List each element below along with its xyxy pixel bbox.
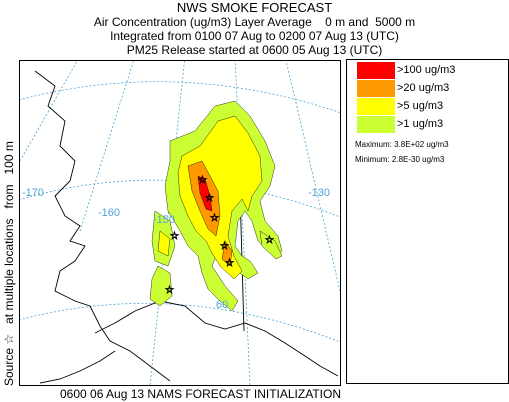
forecast-footer: 0600 06 Aug 13 NAMS FORECAST INITIALIZAT…: [60, 387, 341, 401]
legend-swatch-gt1: [357, 116, 395, 133]
legend-label-gt20: >20 ug/m3: [397, 82, 450, 94]
lon-label-170: -170: [22, 187, 44, 199]
source-star-8: ☆: [265, 235, 274, 246]
plume-gt100: [197, 175, 213, 212]
subtitle-integration: Integrated from 0100 07 Aug to 0200 07 A…: [110, 29, 399, 43]
legend-label-gt5: >5 ug/m3: [397, 100, 444, 112]
source-star-3: ☆: [210, 213, 219, 224]
subtitle-release: PM25 Release started at 0600 05 Aug 13 (…: [126, 43, 383, 57]
parallel-60: [20, 303, 340, 343]
lon-label-150: -150: [153, 214, 175, 226]
legend-swatch-gt100: [357, 62, 395, 79]
map-title: NWS SMOKE FORECAST: [176, 0, 333, 15]
aleutian-chain: [39, 350, 116, 384]
meridian-140: [234, 61, 251, 385]
plume-east-band: [259, 230, 283, 260]
source-star-2: ☆: [205, 193, 214, 204]
plume-gt20: [187, 160, 233, 267]
source-star-6: ☆: [170, 231, 179, 242]
legend-minimum: Minimum: 2.8E-30 ug/m3: [355, 155, 445, 164]
meridian-160: [79, 61, 134, 232]
legend-label-gt1: >1 ug/m3: [397, 118, 444, 130]
legend-swatch-gt20: [357, 80, 395, 97]
lon-label-160: -160: [98, 207, 120, 219]
source-side-label: Source ☆ at multiple locations from 100 …: [2, 141, 16, 386]
legend-label-gt100: >100 ug/m3: [397, 64, 456, 76]
meridian-170: [20, 61, 78, 162]
lon-label-130: -130: [308, 187, 330, 199]
legend-panel: >100 ug/m3 >20 ug/m3 >5 ug/m3 >1 ug/m3 M…: [346, 59, 509, 384]
source-star-7: ☆: [165, 285, 174, 296]
source-markers: ☆ ☆ ☆ ☆ ☆ ☆ ☆ ☆: [165, 175, 275, 297]
lat-label-60: 60: [216, 299, 228, 311]
meridian-130: [285, 61, 340, 292]
legend-maximum: Maximum: 3.8E+02 ug/m3: [355, 140, 449, 149]
parallel-70: [20, 81, 340, 114]
source-star-1: ☆: [198, 175, 207, 186]
source-star-4: ☆: [220, 241, 229, 252]
alaska-coast: [34, 70, 339, 382]
source-star-5: ☆: [225, 258, 234, 269]
legend-swatch-gt5: [357, 98, 395, 115]
subtitle-concentration: Air Concentration (ug/m3) Layer Average …: [93, 15, 416, 29]
smoke-map: ☆ ☆ ☆ ☆ ☆ ☆ ☆ ☆ -170 -160 -150 -130 60: [19, 60, 341, 386]
smoke-plume: [149, 100, 283, 312]
